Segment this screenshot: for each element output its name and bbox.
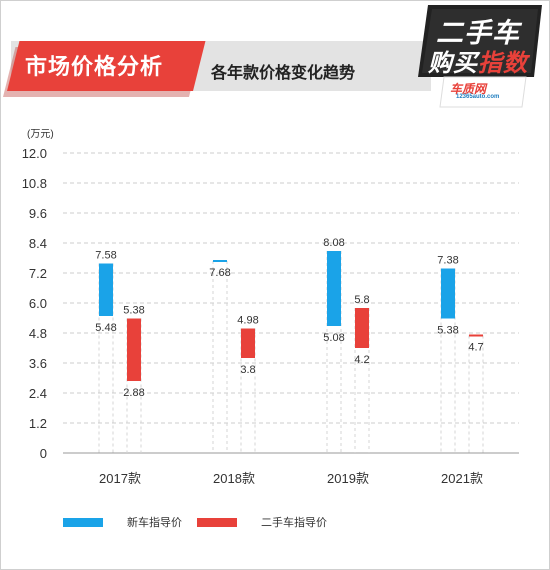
used-car-price-bar: [469, 334, 483, 337]
y-tick-label: 12.0: [22, 146, 47, 161]
brand-logo: 二手车 购买指数 车质网 12365auto.com: [406, 1, 546, 109]
y-tick-label: 1.2: [29, 416, 47, 431]
legend-label-new-car: 新车指导价: [127, 517, 182, 529]
data-label-high: 4.98: [237, 315, 258, 327]
y-tick-label: 9.6: [29, 206, 47, 221]
y-tick-label: 7.2: [29, 266, 47, 281]
data-label-low: 5.08: [323, 332, 344, 344]
data-label-low: 5.48: [95, 322, 116, 334]
y-tick-label: 8.4: [29, 236, 47, 251]
x-tick-label: 2018款: [213, 471, 255, 486]
data-label-high: 7.38: [437, 255, 458, 267]
bars: [99, 251, 483, 381]
x-tick-label: 2019款: [327, 471, 369, 486]
data-label-low: 4.7: [468, 342, 483, 354]
used-car-price-bar: [355, 308, 369, 348]
new-car-price-bar: [441, 268, 455, 319]
used-car-price-bar: [241, 328, 255, 358]
new-car-price-bar: [99, 263, 113, 316]
data-label-low: 2.88: [123, 387, 144, 399]
y-axis-ticks: 12.0 10.8 9.6 8.4 7.2 6.0 4.8 3.6 2.4 1.2 0: [22, 146, 47, 461]
data-label-high: 5.8: [354, 294, 369, 306]
legend-swatch-used-car: [197, 517, 237, 527]
logo-line-2-white: 购买: [428, 50, 478, 77]
y-tick-label: 4.8: [29, 326, 47, 341]
data-label-low: 7.68: [209, 267, 230, 279]
y-tick-label: 0: [40, 446, 47, 461]
page-title: 市场价格分析: [25, 54, 164, 79]
data-label-low: 4.2: [354, 354, 369, 366]
header-banner: 市场价格分析 各年款价格变化趋势: [1, 1, 549, 111]
x-axis-labels: 2017款 2018款 2019款 2021款: [99, 471, 483, 486]
data-label-low: 3.8: [240, 364, 255, 376]
y-axis-unit: (万元): [27, 129, 54, 140]
logo-line-2-red: 指数: [478, 50, 528, 77]
logo-site-name: 车质网: [450, 82, 487, 96]
page-subtitle: 各年款价格变化趋势: [211, 65, 356, 82]
logo-line-2: 购买指数: [428, 43, 528, 78]
logo-site-url: 12365auto.com: [456, 94, 500, 100]
legend-item-new-car: 新车指导价: [63, 515, 182, 529]
data-label-high: 8.08: [323, 237, 344, 249]
legend-swatch-new-car: [63, 517, 103, 527]
used-car-price-bar: [127, 318, 141, 381]
y-tick-label: 3.6: [29, 356, 47, 371]
y-tick-label: 6.0: [29, 296, 47, 311]
x-tick-label: 2021款: [441, 471, 483, 486]
data-label-low: 5.38: [437, 325, 458, 337]
x-tick-label: 2017款: [99, 471, 141, 486]
new-car-price-bar: [327, 251, 341, 326]
legend-item-used-car: 二手车指导价: [197, 515, 327, 529]
new-car-price-bar: [213, 260, 227, 262]
logo-line-1: 二手车: [436, 18, 520, 48]
logo-badge-shape: [418, 5, 542, 108]
data-label-high: 5.38: [123, 305, 144, 317]
y-tick-label: 2.4: [29, 386, 47, 401]
grid-lines: [63, 152, 519, 454]
data-label-high: 7.58: [95, 250, 116, 262]
y-tick-label: 10.8: [22, 176, 47, 191]
legend-label-used-car: 二手车指导价: [261, 517, 327, 529]
data-labels: 7.58 5.48 5.38 2.88 7.68 4.98 3.8 8.08 5.08 5.8 4.…: [95, 237, 483, 399]
